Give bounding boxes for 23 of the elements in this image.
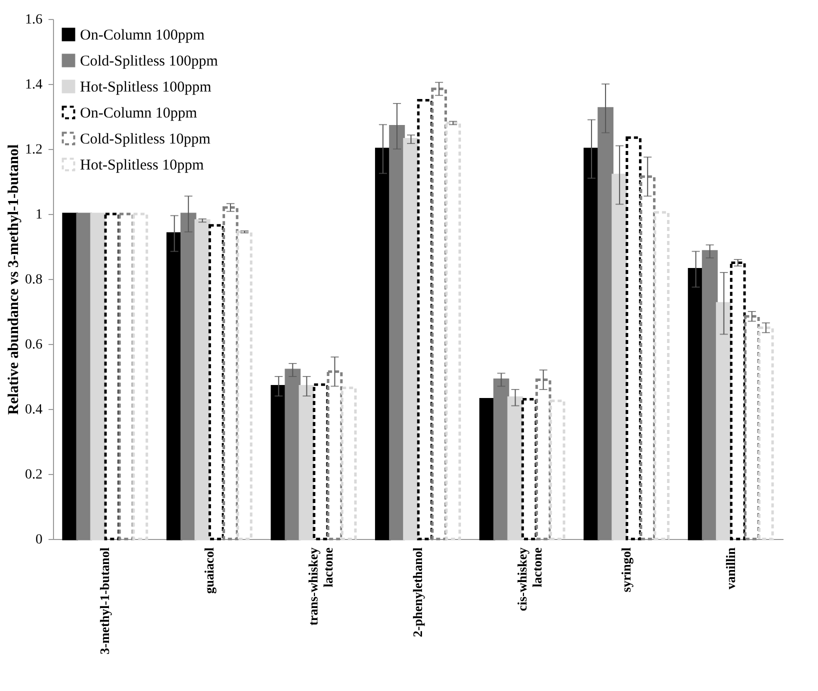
x-tick-label: syringol	[618, 547, 634, 592]
y-tick-label: 0.6	[25, 338, 42, 352]
legend-label: Cold-Splitless 100ppm	[80, 54, 218, 70]
x-tick-label: guaiacol	[201, 547, 216, 594]
y-tick-label: 0	[36, 532, 42, 548]
x-tick-label: 3-methyl-1-butanol	[97, 547, 112, 654]
y-tick-label: 1	[36, 208, 42, 222]
legend-label: Cold-Splitless 10ppm	[80, 132, 211, 148]
x-tick-label: trans-whiskey lactone	[306, 547, 336, 626]
y-tick-label: 1.2	[25, 142, 42, 158]
y-tick-label: 0.8	[25, 272, 42, 288]
legend-label: Hot-Splitless 10ppm	[80, 158, 204, 174]
y-tick-label: 0.4	[25, 402, 42, 418]
y-axis-title: Relative abundance vs 3-methyl-1-butanol	[6, 144, 22, 415]
legend-label: Hot-Splitless 100ppm	[80, 80, 212, 96]
x-tick-label: 2-phenylethanol	[410, 547, 425, 638]
y-tick-label: 1.6	[25, 12, 42, 28]
y-tick-label: 0.2	[25, 468, 42, 482]
legend-label: On-Column 10ppm	[80, 106, 198, 122]
x-tick-label: vanillin	[722, 546, 738, 590]
y-tick-label: 1.4	[25, 78, 42, 92]
legend-label: On-Column 100ppm	[80, 28, 205, 44]
x-tick-label: cis-whiskey lactone	[514, 547, 544, 612]
